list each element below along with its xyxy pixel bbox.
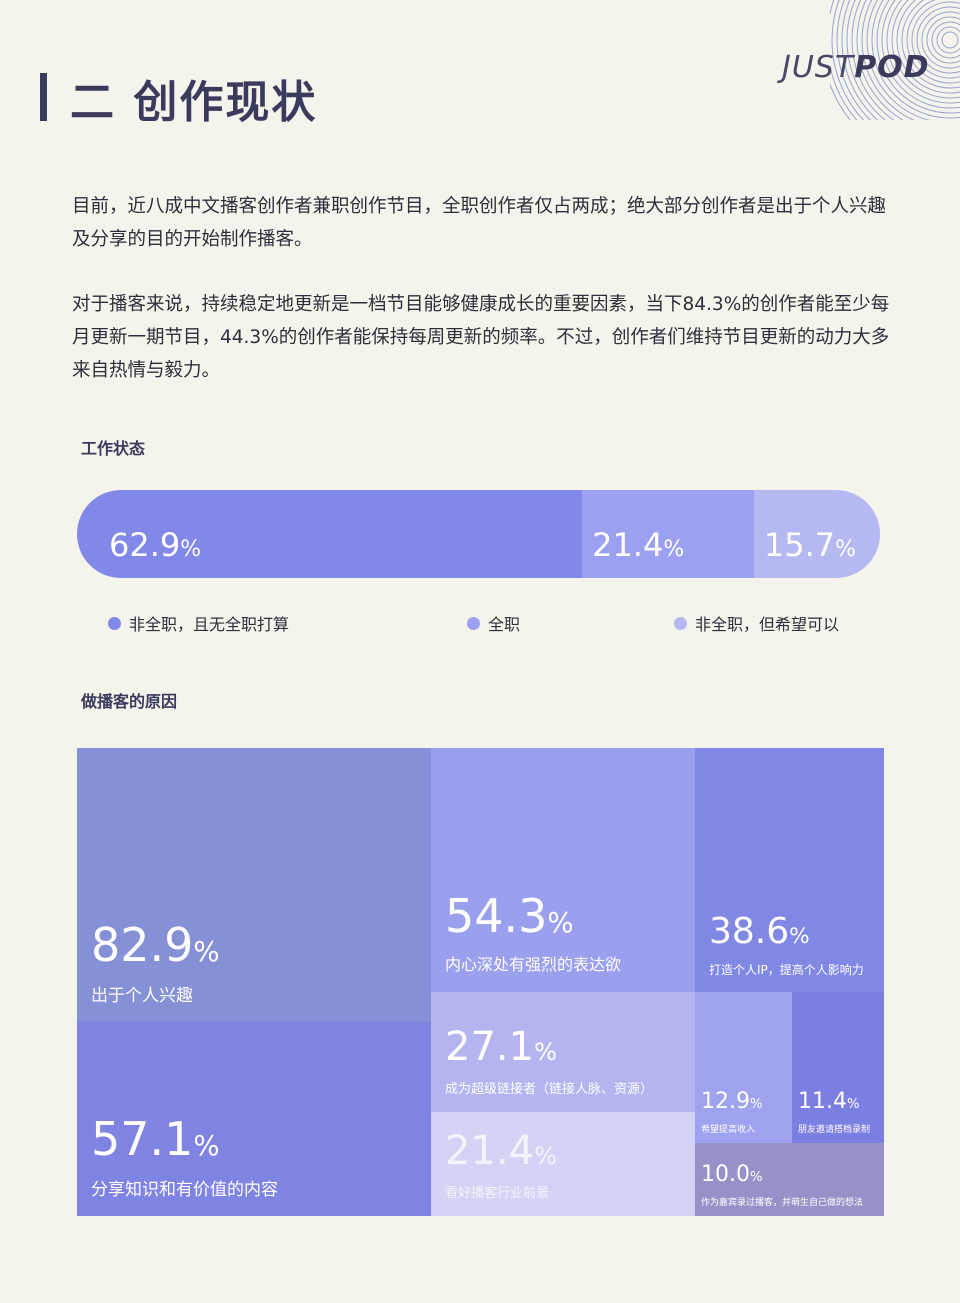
tile-label: 出于个人兴趣 (91, 986, 193, 1006)
legend-label: 非全职，且无全职打算 (129, 615, 290, 634)
work-status-bar: 62.9% 21.4% 15.7% (77, 490, 880, 578)
paragraph-2: 对于播客来说，持续稳定地更新是一档节目能够健康成长的重要因素，当下84.3%的创… (72, 294, 890, 381)
treemap-tile: 57.1% 分享知识和有价值的内容 (77, 1022, 431, 1216)
bar-segment: 15.7% (753, 490, 880, 578)
concentric-circles-decoration (830, 0, 960, 120)
paragraph-1: 目前，近八成中文播客创作者兼职创作节目，全职创作者仅占两成；绝大部分创作者是出于… (72, 196, 887, 250)
tile-value: 57.1% (91, 1112, 220, 1166)
tile-value: 27.1% (445, 1024, 557, 1070)
page-title: 二 创作现状 (70, 77, 318, 128)
tile-value: 21.4% (445, 1128, 557, 1174)
tile-label: 内心深处有强烈的表达欲 (445, 955, 622, 974)
reasons-treemap: 82.9% 出于个人兴趣 57.1% 分享知识和有价值的内容 54.3% 内心深处有强烈的… (77, 748, 884, 1216)
bar-segment: 62.9% (77, 490, 583, 578)
treemap-tile: 11.4% 朋友邀请搭档录制 (792, 992, 884, 1143)
bar-value-label: 62.9% (109, 526, 202, 564)
legend-item: 非全职，但希望可以 (674, 611, 839, 635)
legend-label: 全职 (488, 615, 521, 634)
legend-dot (674, 616, 687, 630)
treemap-tile: 12.9% 希望提高收入 (695, 992, 792, 1143)
legend-label: 非全职，但希望可以 (695, 615, 840, 634)
justpod-logo: JUSTPOD (782, 50, 930, 85)
tile-value: 82.9% (91, 918, 220, 972)
treemap-tile: 21.4% 看好播客行业前景 (431, 1112, 695, 1216)
treemap-tile: 38.6% 打造个人IP，提高个人影响力 (695, 748, 884, 992)
tile-label: 打造个人IP，提高个人影响力 (709, 963, 864, 977)
tile-label: 朋友邀请搭档录制 (798, 1125, 871, 1135)
tile-value: 12.9% (701, 1089, 763, 1114)
tile-label: 作为嘉宾录过播客，并萌生自己做的想法 (701, 1198, 864, 1208)
tile-value: 38.6% (709, 911, 810, 952)
bar-value-label: 15.7% (763, 526, 857, 564)
legend-dot (108, 616, 121, 630)
legend-item: 全职 (467, 611, 520, 635)
treemap-tile: 10.0% 作为嘉宾录过播客，并萌生自己做的想法 (695, 1143, 884, 1216)
reasons-title: 做播客的原因 (81, 692, 178, 711)
legend-dot (467, 616, 480, 630)
tile-value: 10.0% (701, 1162, 763, 1187)
tile-value: 11.4% (798, 1089, 860, 1114)
work-status-title: 工作状态 (81, 439, 146, 458)
title-accent-bar (40, 73, 47, 121)
tile-label: 分享知识和有价值的内容 (91, 1180, 278, 1200)
tile-label: 看好播客行业前景 (445, 1186, 550, 1201)
legend-item: 非全职，且无全职打算 (108, 611, 289, 635)
bar-segment: 21.4% (582, 490, 754, 578)
treemap-tile: 27.1% 成为超级链接者（链接人脉、资源） (431, 992, 695, 1112)
bar-value-label: 21.4% (592, 526, 685, 564)
tile-label: 成为超级链接者（链接人脉、资源） (445, 1082, 654, 1097)
treemap-tile: 82.9% 出于个人兴趣 (77, 748, 431, 1022)
treemap-tile: 54.3% 内心深处有强烈的表达欲 (431, 748, 695, 992)
tile-label: 希望提高收入 (701, 1125, 756, 1135)
tile-value: 54.3% (445, 889, 574, 943)
